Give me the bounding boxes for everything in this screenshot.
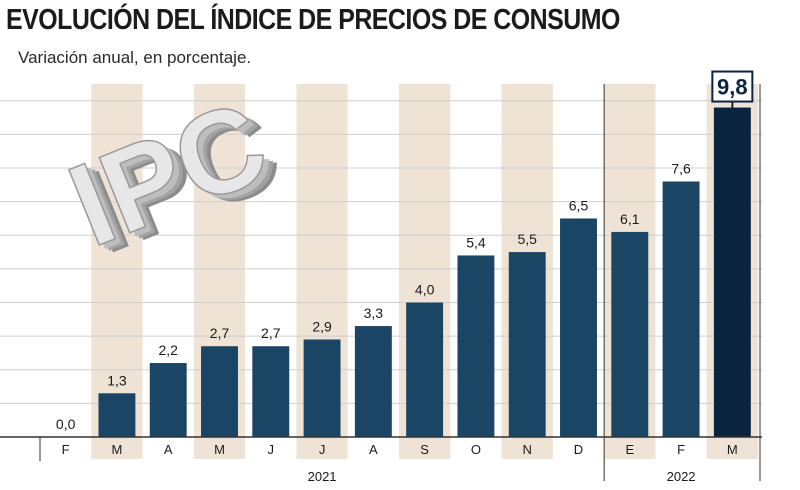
- x-tick-label: A: [164, 442, 173, 457]
- x-tick-label: J: [268, 442, 275, 457]
- data-label: 7,6: [671, 160, 691, 176]
- bar: [713, 107, 751, 438]
- x-tick-label: M: [112, 442, 123, 457]
- data-label: 2,7: [210, 325, 230, 341]
- data-label: 4,0: [415, 282, 435, 298]
- data-label: 5,4: [466, 234, 486, 250]
- x-tick-label: M: [727, 442, 738, 457]
- x-tick-label: D: [574, 442, 583, 457]
- bar: [354, 326, 392, 437]
- ipc-logo: IPC IPC IPC IPC: [52, 75, 298, 279]
- bars: [98, 107, 751, 438]
- bar: [508, 252, 546, 437]
- data-label: 1,3: [107, 372, 127, 388]
- data-label: 6,1: [620, 211, 640, 227]
- x-tick-label: O: [471, 442, 481, 457]
- bar: [252, 346, 290, 437]
- bar: [457, 255, 495, 437]
- chart-subtitle: Variación anual, en porcentaje.: [18, 48, 252, 67]
- data-label: 9,8: [717, 75, 748, 100]
- value-labels: 0,0 1,3 2,2 2,7 2,7 2,9 3,3 4,0 5,4 5,5 6,5 6,1 7,6 9…: [56, 70, 754, 432]
- x-tick-label: F: [677, 442, 685, 457]
- bar: [560, 218, 597, 437]
- data-label: 0,0: [56, 416, 76, 432]
- data-label: 3,3: [364, 305, 384, 321]
- bar: [662, 181, 700, 437]
- x-axis: F M A M J J A S O N D E F M 2021 2022: [0, 84, 762, 484]
- x-tick-label: A: [369, 442, 378, 457]
- x-tick-label: J: [319, 442, 326, 457]
- x-tick-label: N: [523, 442, 532, 457]
- x-tick-label: M: [214, 442, 225, 457]
- bar: [98, 393, 136, 437]
- bar: [611, 231, 649, 437]
- x-tick-label: F: [62, 442, 70, 457]
- highlight-callout-box: [711, 70, 754, 103]
- data-label: 5,5: [517, 231, 537, 247]
- x-tick-label: E: [625, 442, 634, 457]
- data-label: 2,7: [261, 325, 281, 341]
- year-label: 2021: [308, 469, 337, 484]
- chart-title: EVOLUCIÓN DEL ÍNDICE DE PRECIOS DE CONSU…: [6, 4, 620, 36]
- bar: [201, 346, 238, 437]
- data-label: 6,5: [569, 197, 589, 213]
- data-label: 2,9: [312, 319, 332, 335]
- year-label: 2022: [667, 469, 696, 484]
- data-label: 2,2: [158, 342, 178, 358]
- bar: [303, 339, 341, 437]
- x-tick-label: S: [420, 442, 429, 457]
- bar: [149, 363, 187, 437]
- bar: [406, 302, 444, 437]
